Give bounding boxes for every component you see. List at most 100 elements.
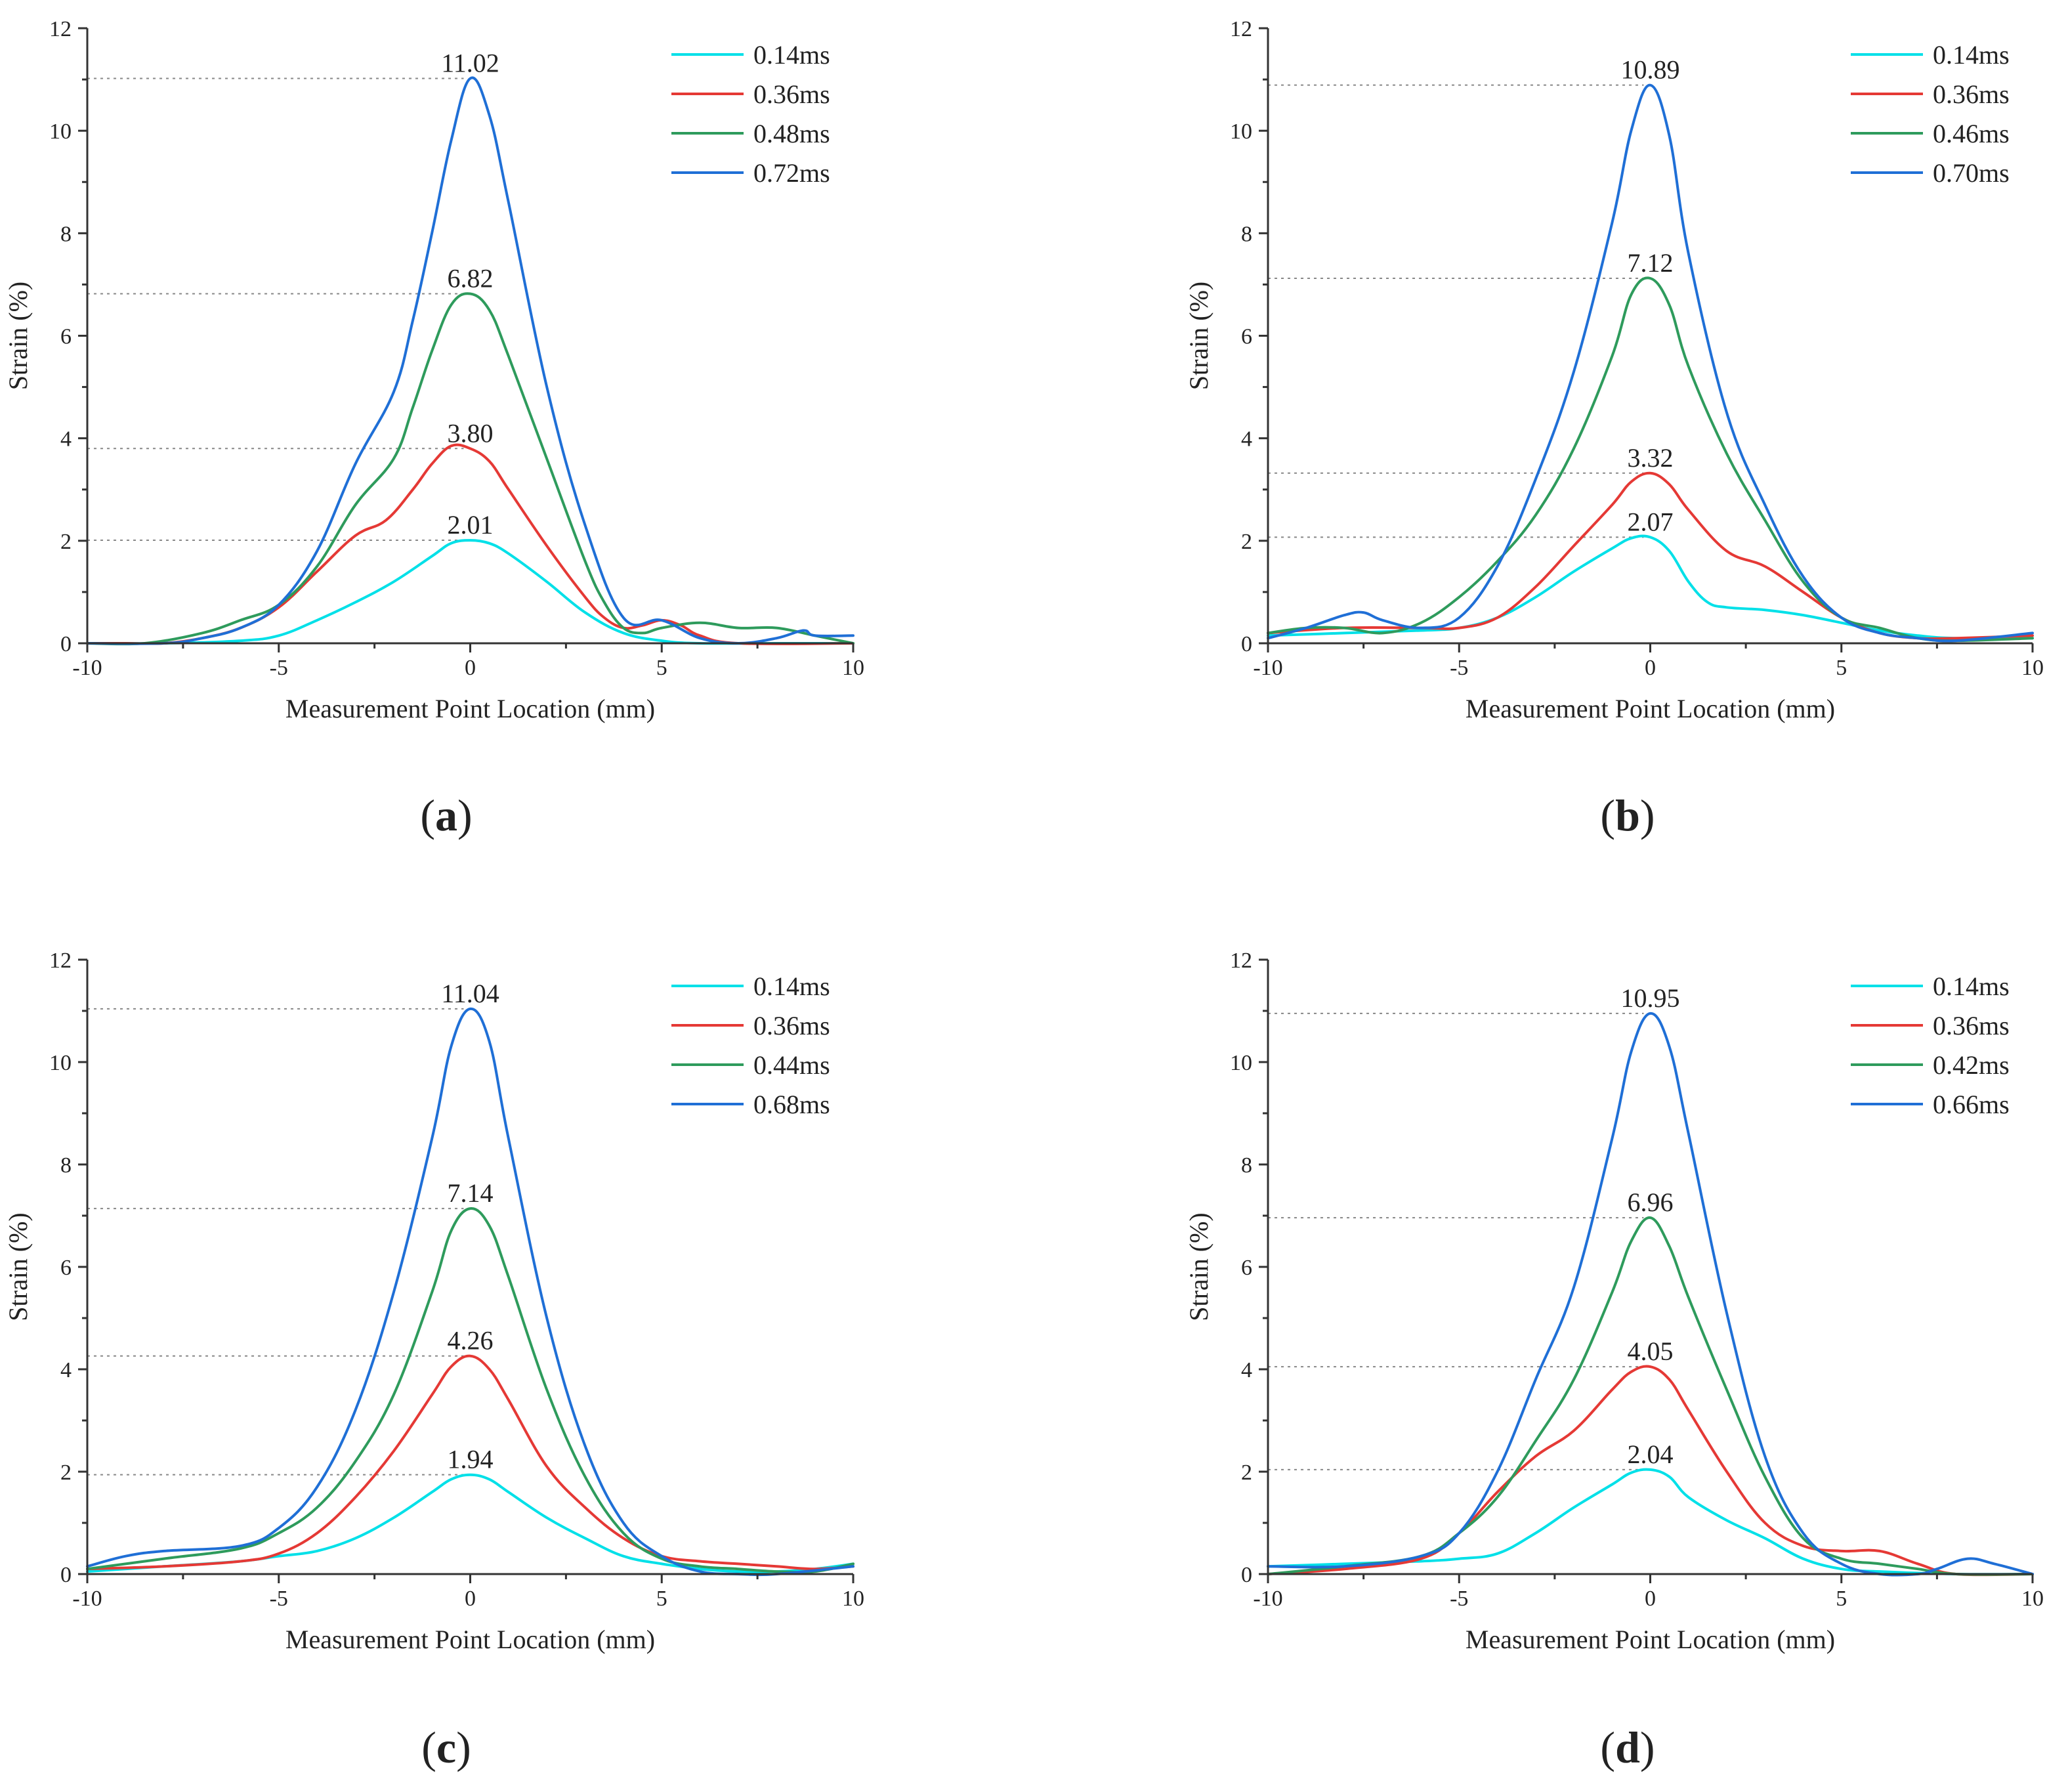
legend-label: 0.36ms <box>753 1011 830 1040</box>
y-tick-label: 8 <box>1241 222 1252 246</box>
panel-caption: (b) <box>1600 790 1655 840</box>
panel-caption: (d) <box>1600 1722 1655 1772</box>
peak-value-label: 7.14 <box>448 1178 494 1208</box>
y-tick-label: 10 <box>49 1051 72 1075</box>
x-tick-label: -5 <box>270 1587 288 1611</box>
series-line-0.68ms <box>86 1007 855 1577</box>
y-tick-label: 4 <box>1241 1358 1252 1382</box>
x-tick-label: 10 <box>2021 1587 2044 1611</box>
legend-label: 0.14ms <box>1933 971 2010 1001</box>
y-tick-label: 10 <box>1230 119 1252 144</box>
peak-value-label: 1.94 <box>448 1445 494 1474</box>
series-line-0.36ms <box>1267 471 2034 640</box>
y-tick-label: 12 <box>1230 949 1252 973</box>
y-tick-label: 8 <box>60 1153 72 1178</box>
y-tick-label: 8 <box>60 222 72 246</box>
peak-value-label: 10.95 <box>1621 983 1680 1013</box>
legend-label: 0.36ms <box>753 79 830 109</box>
chart-panel-a: 2.01 3.80 6.82 11.02 0 2 4 6 8 10 12 -10 -5 0 5 10 Measu… <box>3 17 864 723</box>
legend-label: 0.48ms <box>753 119 830 148</box>
peak-value-label: 4.26 <box>448 1326 494 1355</box>
legend-label: 0.66ms <box>1933 1090 2010 1119</box>
x-tick-label: 10 <box>842 656 864 680</box>
x-tick-label: 5 <box>1836 1587 1847 1611</box>
x-axis-title: Measurement Point Location (mm) <box>285 1625 655 1654</box>
legend-label: 0.46ms <box>1933 119 2010 148</box>
y-tick-label: 2 <box>1241 1461 1252 1485</box>
x-tick-label: -10 <box>1253 656 1282 680</box>
x-tick-label: -10 <box>1253 1587 1282 1611</box>
y-tick-label: 6 <box>60 1256 72 1280</box>
y-axis-title: Strain (%) <box>1184 1212 1213 1321</box>
y-tick-label: 0 <box>60 1563 72 1587</box>
peak-value-label: 2.07 <box>1628 507 1674 536</box>
y-tick-label: 6 <box>1241 1256 1252 1280</box>
panel-caption: (c) <box>421 1722 471 1772</box>
peak-value-label: 2.01 <box>448 510 494 540</box>
x-tick-label: -5 <box>1450 656 1468 680</box>
series-line-0.14ms <box>86 1473 855 1573</box>
peak-value-label: 6.96 <box>1628 1187 1674 1217</box>
y-axis-title: Strain (%) <box>3 282 33 391</box>
x-tick-label: 0 <box>465 1587 476 1611</box>
peak-value-label: 3.80 <box>448 418 494 448</box>
series-line-0.72ms <box>86 76 855 645</box>
x-tick-label: -5 <box>270 656 288 680</box>
x-tick-label: -10 <box>72 656 102 680</box>
peak-value-label: 7.12 <box>1628 248 1674 278</box>
x-tick-label: -5 <box>1450 1587 1468 1611</box>
legend-label: 0.44ms <box>753 1050 830 1080</box>
x-tick-label: 5 <box>1836 656 1847 680</box>
x-tick-label: 5 <box>656 1587 667 1611</box>
y-tick-label: 4 <box>60 427 72 452</box>
peak-value-label: 10.89 <box>1621 55 1680 85</box>
peak-value-label: 3.32 <box>1628 443 1674 473</box>
y-tick-label: 0 <box>60 632 72 656</box>
x-tick-label: 0 <box>1645 1587 1656 1611</box>
chart-panel-c: 1.94 4.26 7.14 11.04 0 2 4 6 8 10 12 -10 -5 0 5 10 Measu… <box>3 949 864 1654</box>
y-tick-label: 10 <box>49 119 72 144</box>
legend-label: 0.14ms <box>1933 40 2010 70</box>
peak-value-label: 4.05 <box>1628 1336 1674 1366</box>
series-line-0.14ms <box>1267 534 2034 640</box>
series-line-0.48ms <box>86 292 855 646</box>
peak-value-label: 11.04 <box>441 979 499 1008</box>
legend-label: 0.42ms <box>1933 1050 2010 1080</box>
series-line-0.42ms <box>1267 1216 2034 1576</box>
y-axis-title: Strain (%) <box>1184 282 1213 391</box>
y-tick-label: 8 <box>1241 1153 1252 1178</box>
panel-caption: (a) <box>420 790 472 840</box>
x-axis-title: Measurement Point Location (mm) <box>1466 694 1835 723</box>
legend-label: 0.72ms <box>753 158 830 188</box>
legend-label: 0.14ms <box>753 40 830 70</box>
y-axis-title: Strain (%) <box>3 1212 33 1321</box>
y-tick-label: 4 <box>60 1358 72 1382</box>
series-line-0.14ms <box>1267 1468 2034 1576</box>
x-tick-label: 10 <box>2021 656 2044 680</box>
peak-value-label: 11.02 <box>441 49 499 78</box>
peak-value-label: 6.82 <box>448 263 494 293</box>
legend-label: 0.36ms <box>1933 79 2010 109</box>
y-tick-label: 2 <box>60 530 72 554</box>
y-tick-label: 6 <box>1241 325 1252 349</box>
y-tick-label: 6 <box>60 325 72 349</box>
legend-label: 0.14ms <box>753 971 830 1001</box>
y-tick-label: 12 <box>1230 17 1252 41</box>
y-tick-label: 12 <box>49 949 72 973</box>
series-line-0.44ms <box>86 1207 855 1574</box>
y-tick-label: 0 <box>1241 632 1252 656</box>
y-tick-label: 2 <box>1241 530 1252 554</box>
x-tick-label: -10 <box>72 1587 102 1611</box>
y-tick-label: 2 <box>60 1461 72 1485</box>
x-tick-label: 0 <box>465 656 476 680</box>
x-axis-title: Measurement Point Location (mm) <box>285 694 655 723</box>
chart-panel-d: 2.04 4.05 6.96 10.95 0 2 4 6 8 10 12 -10 -5 0 5 10 Measu… <box>1184 949 2044 1654</box>
y-tick-label: 4 <box>1241 427 1252 452</box>
x-axis-title: Measurement Point Location (mm) <box>1466 1625 1835 1654</box>
y-tick-label: 0 <box>1241 1563 1252 1587</box>
legend-label: 0.36ms <box>1933 1011 2010 1040</box>
x-tick-label: 0 <box>1645 656 1656 680</box>
series-line-0.14ms <box>86 539 855 645</box>
legend-label: 0.68ms <box>753 1090 830 1119</box>
